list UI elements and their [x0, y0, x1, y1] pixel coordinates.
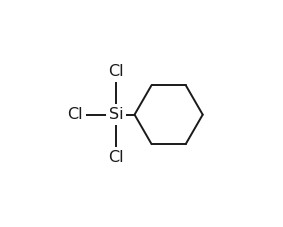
Text: Cl: Cl: [108, 64, 124, 79]
Text: Si: Si: [109, 107, 123, 122]
Text: Cl: Cl: [67, 107, 83, 122]
Text: Cl: Cl: [108, 150, 124, 165]
